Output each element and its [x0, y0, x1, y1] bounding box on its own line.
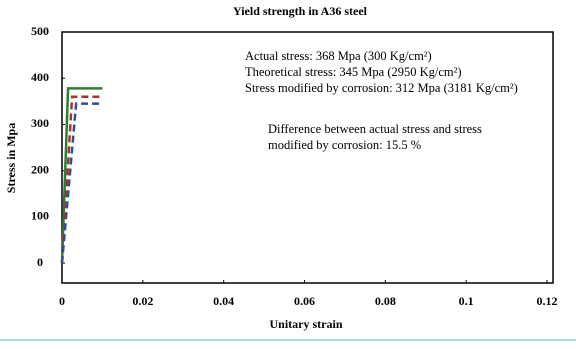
- y-tick-label: 0: [37, 255, 43, 269]
- x-axis-label: Unitary strain: [270, 317, 343, 331]
- annotation: Stress modified by corrosion: 312 Mpa (3…: [245, 81, 518, 95]
- x-tick-label: 0.08: [375, 294, 396, 308]
- x-tick-label: 0.12: [537, 294, 558, 308]
- y-axis-label: Stress in Mpa: [4, 123, 18, 193]
- annotation: Difference between actual stress and str…: [268, 122, 482, 136]
- x-tick-label: 0.1: [459, 294, 474, 308]
- series-line: [60, 102, 103, 264]
- x-tick-label: 0.06: [294, 294, 315, 308]
- series-line: [60, 87, 103, 264]
- y-tick-label: 400: [31, 70, 49, 84]
- x-tick-label: 0.02: [132, 294, 153, 308]
- y-tick-label: 100: [31, 209, 49, 223]
- y-tick-label: 200: [31, 162, 49, 176]
- annotation: Actual stress: 368 Mpa (300 Kg/cm²): [245, 49, 432, 63]
- chart-title: Yield strength in A36 steel: [233, 4, 368, 18]
- x-tick-label: 0: [59, 294, 65, 308]
- x-tick-label: 0.04: [213, 294, 234, 308]
- annotation: Theoretical stress: 345 Mpa (2950 Kg/cm²…: [245, 65, 462, 79]
- plot-frame: [61, 31, 554, 284]
- y-tick-label: 300: [31, 116, 49, 130]
- y-tick-label: 500: [31, 24, 49, 38]
- series-line: [60, 95, 103, 264]
- annotation: modified by corrosion: 15.5 %: [268, 138, 421, 152]
